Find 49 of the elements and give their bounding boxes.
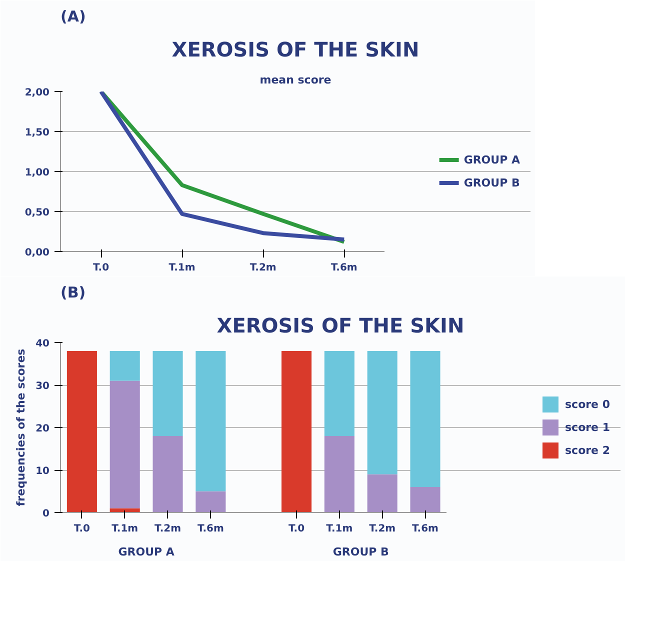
- chart-title: XEROSIS OF THE SKIN: [216, 314, 464, 338]
- bar: [152, 351, 183, 436]
- x-tick-label: T.1m: [112, 524, 138, 534]
- y-axis-title: frequencies of the scores: [14, 348, 28, 506]
- bar: [281, 351, 312, 512]
- x-tick-label: T.1m: [168, 262, 196, 274]
- chart-title: XEROSIS OF THE SKIN: [172, 38, 420, 62]
- x-tick-label: T.0: [288, 524, 305, 534]
- y-tick-label: 30: [36, 381, 50, 392]
- x-tick-label: T.6m: [330, 262, 358, 274]
- legend-label: score 2: [565, 444, 610, 456]
- y-tick-label: 0,50: [24, 208, 50, 218]
- chart-subtitle: mean score: [260, 74, 332, 86]
- y-tick-label: 0: [42, 508, 50, 520]
- x-tick-label: T.0: [92, 262, 110, 274]
- y-tick-label: 0,00: [24, 248, 50, 258]
- bar: [110, 351, 140, 381]
- x-tick-label: T.1m: [326, 524, 353, 534]
- text: GROUP B: [332, 546, 389, 558]
- bar: [324, 351, 354, 436]
- bar: [66, 351, 97, 512]
- legend-label: score 1: [565, 420, 610, 434]
- y-tick-label: 1,50: [24, 128, 50, 138]
- text: (B): [60, 284, 86, 302]
- bar: [110, 380, 140, 508]
- legend-label: score 0: [565, 398, 610, 410]
- bar: [152, 436, 183, 512]
- bar: [196, 491, 226, 512]
- y-tick-label: 40: [36, 338, 50, 350]
- bar: [410, 487, 440, 512]
- text: GROUP A: [118, 546, 175, 558]
- x-tick-label: T.2m: [154, 524, 182, 534]
- text: (A): [60, 8, 86, 26]
- x-tick-label: T.6m: [197, 524, 224, 534]
- bar: [367, 474, 398, 512]
- bar: [196, 351, 226, 492]
- x-tick-label: T.2m: [369, 524, 396, 534]
- bar: [410, 351, 440, 487]
- x-tick-label: T.6m: [412, 524, 438, 534]
- y-tick-label: 1,00: [24, 168, 50, 178]
- y-tick-label: 10: [36, 466, 50, 477]
- legend-label: GROUP A: [464, 153, 520, 166]
- x-tick-label: T.0: [74, 524, 90, 534]
- y-tick-label: 20: [36, 424, 50, 434]
- y-tick-label: 2,00: [24, 88, 50, 98]
- bar: [324, 436, 354, 512]
- bar: [367, 351, 398, 474]
- legend-label: GROUP B: [464, 176, 520, 189]
- x-tick-label: T.2m: [250, 262, 276, 274]
